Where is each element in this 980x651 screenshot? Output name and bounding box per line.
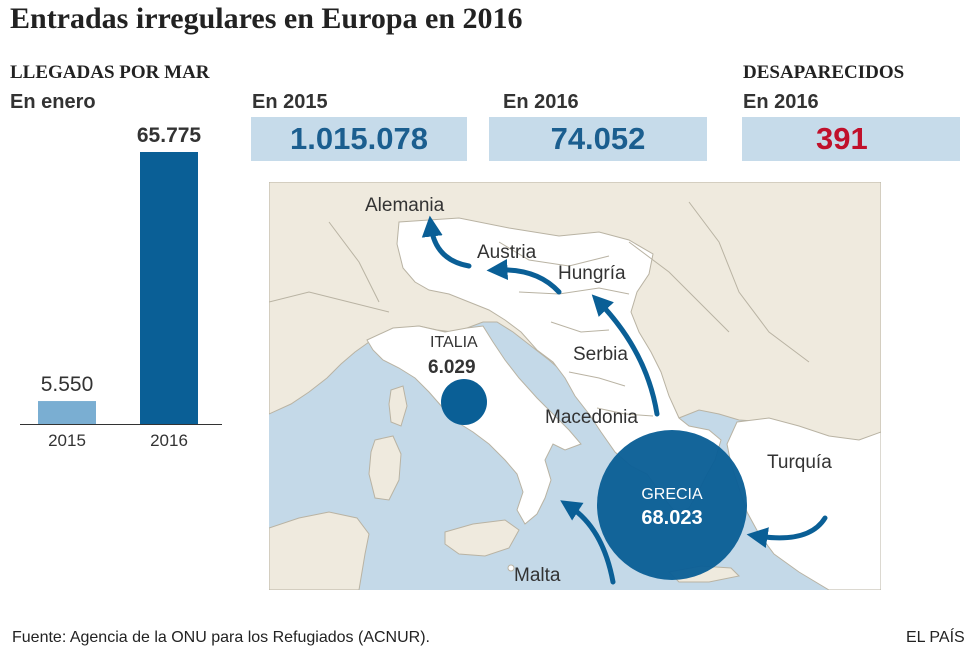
label-serbia: Serbia bbox=[573, 344, 628, 365]
bar-2016 bbox=[140, 152, 198, 424]
stat-2016-box: 74.052 bbox=[489, 117, 707, 161]
europe-map: Alemania Austria Hungría Serbia Macedoni… bbox=[269, 182, 881, 590]
arrivals-subheading: En enero bbox=[10, 91, 96, 113]
arrivals-heading: LLEGADAS POR MAR bbox=[10, 62, 210, 83]
brand-logo: EL PAÍS bbox=[906, 629, 965, 646]
land-italy bbox=[366, 325, 582, 525]
greece-circle bbox=[597, 430, 747, 580]
route-arrows bbox=[421, 215, 828, 585]
arrow-africa-italy bbox=[560, 500, 616, 585]
europe-map-svg: Alemania Austria Hungría Serbia Macedoni… bbox=[269, 182, 881, 590]
bar-tick-label-2015: 2015 bbox=[48, 431, 86, 450]
arrow-turkey-greece bbox=[746, 515, 828, 548]
land-sicily bbox=[444, 519, 520, 557]
arrow-austria-germany bbox=[421, 215, 472, 269]
bar-chart-svg: 5.550 2015 65.775 2016 bbox=[20, 124, 222, 450]
stat-2015-box: 1.015.078 bbox=[251, 117, 467, 161]
label-italia: ITALIA bbox=[430, 334, 478, 351]
country-borders bbox=[269, 201, 810, 417]
label-grecia-value: 68.023 bbox=[641, 507, 702, 529]
stat-2015-value: 1.015.078 bbox=[290, 121, 428, 156]
land-africa bbox=[269, 511, 370, 590]
stat-2015-label: En 2015 bbox=[252, 91, 328, 113]
italy-circle bbox=[441, 379, 487, 425]
arrow-greece-hungary bbox=[591, 294, 660, 417]
malta-island bbox=[507, 564, 515, 572]
bar-tick-label-2016: 2016 bbox=[150, 431, 188, 450]
missing-label: En 2016 bbox=[743, 91, 819, 113]
label-alemania: Alemania bbox=[365, 195, 445, 216]
label-austria: Austria bbox=[477, 242, 537, 263]
missing-box: 391 bbox=[742, 117, 960, 161]
stat-2016-label: En 2016 bbox=[503, 91, 579, 113]
label-grecia: GRECIA bbox=[641, 486, 703, 503]
land-corsica bbox=[388, 385, 408, 427]
bar-value-label-2016: 65.775 bbox=[137, 124, 202, 147]
bar-chart: 5.550 2015 65.775 2016 bbox=[0, 110, 240, 460]
label-malta: Malta bbox=[514, 565, 561, 586]
arrow-hungary-austria bbox=[486, 258, 562, 295]
land-sardinia bbox=[368, 435, 402, 501]
bar-value-label-2015: 5.550 bbox=[41, 373, 94, 396]
label-hungria: Hungría bbox=[558, 263, 626, 284]
label-macedonia: Macedonia bbox=[545, 407, 638, 428]
label-turquia: Turquía bbox=[767, 452, 832, 473]
bar-2015 bbox=[38, 401, 96, 424]
missing-heading: DESAPARECIDOS bbox=[743, 62, 905, 83]
source-note: Fuente: Agencia de la ONU para los Refug… bbox=[12, 629, 430, 646]
missing-value: 391 bbox=[816, 121, 868, 156]
stat-2016-value: 74.052 bbox=[550, 121, 646, 156]
label-italia-value: 6.029 bbox=[428, 357, 476, 378]
page-title: Entradas irregulares en Europa en 2016 bbox=[10, 2, 523, 35]
